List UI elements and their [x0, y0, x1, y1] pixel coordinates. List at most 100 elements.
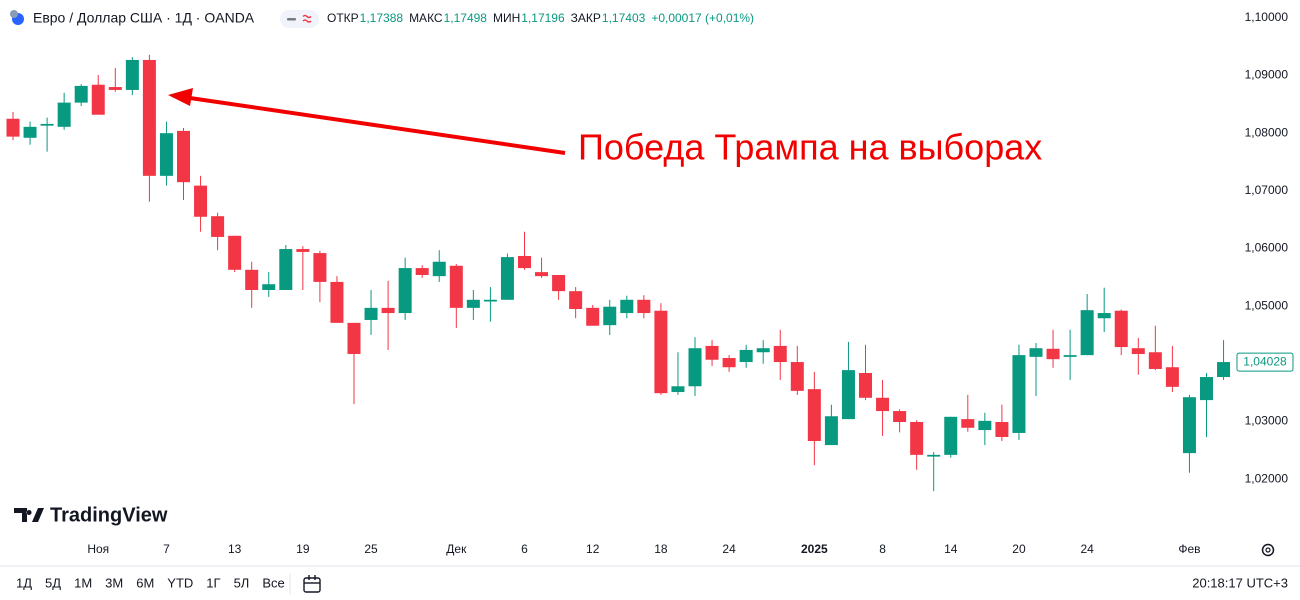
range-button[interactable]: 1М: [74, 575, 92, 590]
arrow: [168, 88, 566, 155]
candle-body: [518, 255, 531, 269]
candle-body: [449, 265, 463, 308]
candle-body: [535, 272, 549, 277]
candle-body: [876, 397, 890, 412]
logo-icon: [14, 508, 44, 522]
range-button[interactable]: 1Д: [16, 575, 32, 590]
ohlc-value: 1,17196: [521, 11, 565, 25]
range-button[interactable]: 5Д: [45, 575, 61, 590]
x-tick-label: 14: [944, 542, 958, 556]
status-pill: [280, 10, 319, 28]
x-tick-label: Ноя: [87, 542, 109, 556]
candle-body: [1217, 362, 1231, 378]
candle-body: [978, 420, 992, 431]
y-tick-label: 1,08000: [1245, 125, 1289, 139]
candle-body: [688, 348, 702, 387]
candle-body: [944, 416, 958, 455]
y-tick-label: 1,09000: [1245, 68, 1289, 82]
candle-body: [211, 216, 225, 237]
candle-body: [1200, 377, 1213, 401]
candle-body: [398, 268, 412, 314]
candle-body: [910, 422, 924, 455]
gear-center[interactable]: [1265, 547, 1271, 553]
status-icon: [287, 18, 296, 21]
candle-body: [722, 358, 736, 368]
candle-body: [620, 299, 634, 314]
candle-body: [1046, 348, 1060, 360]
range-button[interactable]: 3М: [105, 575, 123, 590]
candle-body: [569, 291, 583, 310]
candle-body: [40, 123, 54, 126]
candle-body: [1097, 313, 1111, 319]
candle-body: [381, 307, 395, 314]
candle-body: [807, 389, 821, 442]
x-tick-label: 18: [654, 542, 668, 556]
candle-body: [705, 345, 719, 360]
ohlc-label: ЗАКР: [571, 11, 601, 25]
candle-body: [194, 185, 208, 217]
candle-body: [177, 130, 190, 183]
candle-body: [57, 102, 71, 127]
x-tick-label: 13: [228, 542, 242, 556]
candle-body: [654, 310, 668, 394]
candle-body: [1012, 355, 1026, 433]
candle-body: [773, 345, 787, 363]
candle-body: [927, 454, 941, 457]
candle-body: [1029, 348, 1043, 357]
x-tick-label: 25: [364, 542, 378, 556]
last-price-label: 1,04028: [1243, 354, 1287, 368]
arrow-line: [189, 96, 566, 155]
candle-body: [91, 84, 105, 115]
clock: 20:18:17 UTC+3: [1192, 575, 1288, 590]
x-tick-label: 19: [296, 542, 310, 556]
candle-body: [790, 362, 804, 391]
candle-body: [500, 257, 514, 300]
candle-body: [637, 299, 651, 314]
candle-body: [125, 59, 139, 90]
candle-body: [364, 307, 378, 320]
candle-body: [586, 307, 600, 326]
ohlc-value: 1,17403: [602, 11, 646, 25]
ohlc-value: 1,17388: [360, 11, 404, 25]
symbol-icon: [10, 10, 18, 18]
candle-body: [228, 235, 242, 270]
range-button[interactable]: YTD: [167, 575, 193, 590]
x-tick-label: 12: [586, 542, 600, 556]
x-tick-label: 7: [163, 542, 170, 556]
ohlc-label: МИН: [493, 11, 520, 25]
range-button[interactable]: Все: [262, 575, 284, 590]
candle-body: [859, 373, 872, 398]
y-tick-label: 1,02000: [1245, 471, 1289, 485]
candle-body: [466, 299, 480, 308]
x-tick-label: 24: [1080, 542, 1094, 556]
candle-body: [245, 269, 259, 290]
arrow-head: [168, 88, 193, 106]
range-button[interactable]: 5Л: [234, 575, 250, 590]
range-button[interactable]: 1Г: [206, 575, 220, 590]
settings-icon[interactable]: [1261, 543, 1275, 557]
candle-body: [756, 348, 770, 353]
ohlc-value: 1,17498: [444, 11, 488, 25]
last-price-box: [1236, 352, 1294, 372]
candle-body: [552, 274, 566, 292]
x-tick-label: 6: [521, 542, 528, 556]
x-tick-label: 20: [1012, 542, 1026, 556]
candle-body: [739, 349, 753, 363]
x-tick-label: 24: [722, 542, 736, 556]
range-button[interactable]: 6М: [136, 575, 154, 590]
x-tick-label: Дек: [446, 542, 467, 556]
y-tick-label: 1,10000: [1245, 10, 1289, 24]
candle-body: [330, 281, 344, 323]
annotation: Победа Трампа на выборах: [578, 127, 1042, 168]
y-tick-label: 1,03000: [1245, 414, 1289, 428]
gear[interactable]: [1261, 543, 1275, 557]
calendar-icon[interactable]: [303, 575, 321, 593]
y-tick-label: 1,06000: [1245, 241, 1289, 255]
price-change: +0,00017 (+0,01%): [651, 11, 754, 25]
y-tick-label: 1,07000: [1245, 183, 1289, 197]
candle-body: [893, 411, 907, 423]
candle-body: [961, 419, 975, 428]
candle-body: [279, 249, 293, 290]
calendar[interactable]: [303, 577, 321, 593]
candle-body: [1165, 367, 1179, 387]
